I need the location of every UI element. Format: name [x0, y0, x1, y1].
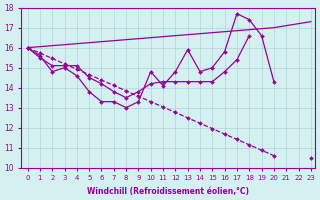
- X-axis label: Windchill (Refroidissement éolien,°C): Windchill (Refroidissement éolien,°C): [87, 187, 249, 196]
